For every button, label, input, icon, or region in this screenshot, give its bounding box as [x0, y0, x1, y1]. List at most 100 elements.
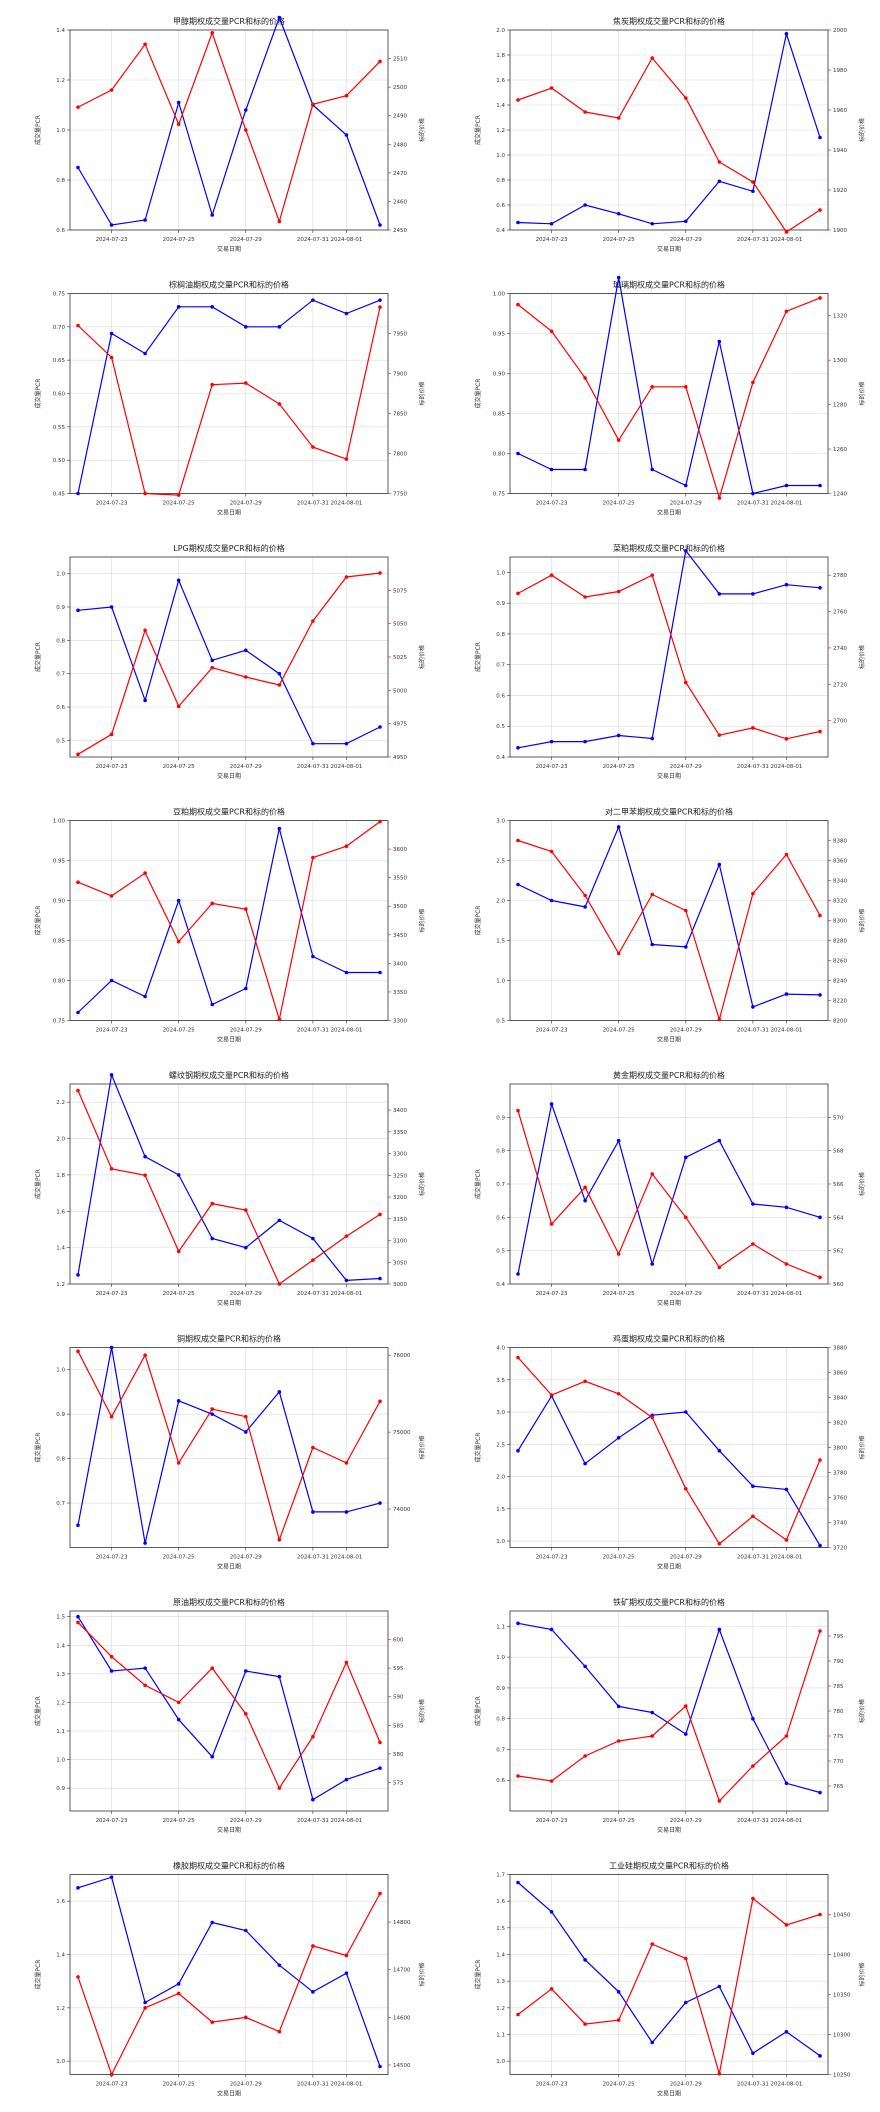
y-right-tick-label: 2480: [393, 142, 407, 148]
data-point-price: [277, 219, 282, 224]
data-point-pcr: [616, 211, 621, 216]
x-tick-label: 2024-07-31: [297, 501, 329, 507]
x-tick-label: 2024-07-29: [670, 1291, 702, 1297]
y-left-tick-label: 0.9: [496, 1686, 505, 1692]
data-point-price: [516, 2012, 520, 2017]
data-point-price: [683, 908, 688, 913]
data-point-price: [516, 1774, 520, 1778]
data-point-pcr: [311, 741, 315, 746]
x-tick-label: 2024-07-25: [603, 1555, 635, 1561]
data-point-pcr: [616, 733, 621, 738]
x-tick-label: 2024-07-25: [163, 1555, 195, 1561]
data-point-pcr: [818, 1790, 822, 1795]
data-point-pcr: [210, 1754, 215, 1759]
data-point-pcr: [717, 1627, 722, 1632]
data-point-price: [243, 1414, 248, 1419]
series-line-pcr: [517, 277, 820, 495]
data-point-pcr: [176, 100, 181, 105]
chart-title: 焦炭期权成交量PCR和标的价格: [613, 16, 725, 26]
y-left-tick-label: 3.0: [496, 819, 505, 825]
data-point-pcr: [650, 221, 655, 226]
data-point-pcr: [176, 1717, 181, 1722]
y-right-tick-label: 8200: [833, 1019, 847, 1025]
y-right-tick-label: 560: [833, 1282, 844, 1288]
y-left-axis-label: 成交量PCR: [474, 1960, 482, 1990]
y-right-tick-label: 3400: [393, 1108, 407, 1114]
data-point-price: [818, 1629, 822, 1633]
y-right-tick-label: 1240: [833, 492, 847, 498]
y-left-tick-label: 2.0: [496, 28, 505, 34]
data-point-price: [76, 1975, 80, 1979]
data-point-price: [344, 1461, 349, 1465]
y-left-axis-label: 成交量PCR: [34, 642, 42, 672]
chart-title: 铜期权成交量PCR和标的价格: [177, 1334, 281, 1344]
data-point-pcr: [109, 223, 114, 227]
data-point-pcr: [76, 1523, 80, 1528]
y-left-tick-label: 0.4: [496, 228, 505, 234]
series-line-price: [77, 821, 381, 1020]
data-point-pcr: [243, 1928, 248, 1933]
data-point-pcr: [277, 826, 282, 831]
data-point-pcr: [344, 1278, 349, 1283]
data-point-pcr: [683, 549, 688, 553]
data-point-pcr: [683, 219, 688, 224]
y-right-tick-label: 3100: [393, 1239, 407, 1245]
chart-panel: 螺纹钢期权成交量PCR和标的价格 1.2 1.4 1.6 1.8 2.0 2.2 3000 30…: [34, 1070, 426, 1307]
y-right-tick-label: 780: [833, 1709, 844, 1715]
y-right-axis-label: 标的价格: [858, 908, 866, 932]
y-right-tick-label: 3300: [393, 1152, 407, 1158]
series-line-pcr: [77, 828, 380, 1013]
y-left-tick-label: 0.95: [53, 859, 66, 865]
y-left-tick-label: 1.0: [496, 570, 505, 576]
data-point-pcr: [784, 1487, 789, 1492]
y-left-tick-label: 1.1: [56, 1729, 65, 1735]
x-tick-label: 2024-07-31: [737, 1291, 769, 1297]
y-right-tick-label: 14800: [393, 1920, 411, 1926]
data-point-pcr: [751, 592, 755, 596]
y-left-tick-label: 1.1: [496, 2033, 505, 2039]
y-left-axis-label: 成交量PCR: [474, 115, 482, 145]
data-point-pcr: [818, 1543, 822, 1548]
y-left-tick-label: 4.0: [496, 1346, 505, 1352]
y-left-tick-label: 0.9: [56, 1412, 65, 1418]
x-tick-label: 2024-07-29: [230, 1818, 262, 1824]
data-point-pcr: [243, 1245, 248, 1250]
data-point-price: [176, 1461, 181, 1465]
data-point-pcr: [717, 592, 722, 596]
plot-frame: [69, 820, 389, 1021]
data-point-pcr: [616, 1436, 621, 1440]
data-point-pcr: [210, 213, 215, 217]
data-point-pcr: [784, 992, 789, 996]
x-tick-label: 2024-07-29: [230, 237, 262, 243]
y-right-tick-label: 3600: [393, 847, 407, 853]
data-point-price: [583, 110, 587, 114]
y-left-tick-label: 1.4: [56, 1953, 65, 1959]
data-point-pcr: [344, 133, 349, 137]
y-left-tick-label: 1.0: [496, 153, 505, 159]
series-line-pcr: [517, 31, 821, 225]
data-point-pcr: [549, 1910, 554, 1914]
data-point-price: [650, 56, 655, 60]
series-line-price: [77, 306, 381, 496]
plot-frame: [69, 1610, 389, 1812]
data-point-price: [549, 849, 554, 854]
y-right-tick-label: 2510: [393, 57, 407, 63]
y-left-tick-label: 0.6: [496, 693, 505, 699]
data-point-price: [378, 819, 382, 824]
data-point-price: [109, 2072, 114, 2077]
y-right-tick-label: 7950: [393, 332, 407, 338]
data-point-price: [650, 1415, 655, 1420]
y-left-tick-label: 0.9: [496, 601, 505, 607]
data-point-pcr: [176, 1399, 181, 1403]
x-axis-label: 交易日期: [217, 1826, 241, 1834]
y-left-tick-label: 0.6: [56, 228, 65, 234]
x-tick-label: 2024-07-29: [230, 2082, 262, 2088]
y-right-tick-label: 2720: [833, 682, 847, 688]
y-left-tick-label: 1.4: [56, 1246, 65, 1252]
data-point-price: [210, 1666, 215, 1670]
data-point-price: [143, 42, 147, 47]
data-point-pcr: [751, 1716, 755, 1721]
data-point-price: [683, 1215, 688, 1220]
x-tick-label: 2024-07-25: [163, 1028, 195, 1034]
y-left-tick-label: 1.8: [56, 1173, 65, 1179]
